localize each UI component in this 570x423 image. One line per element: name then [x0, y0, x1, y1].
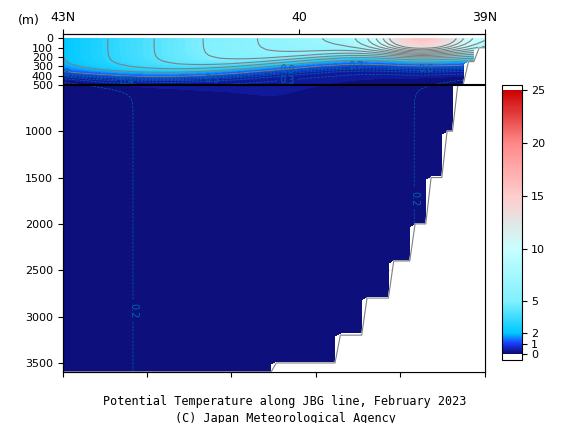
Text: 0.2: 0.2	[128, 303, 138, 318]
Text: Potential Temperature along JBG line, February 2023: Potential Temperature along JBG line, Fe…	[103, 396, 467, 408]
Y-axis label: (m): (m)	[18, 14, 40, 27]
Text: 0.5: 0.5	[204, 74, 220, 85]
Text: 0.2: 0.2	[409, 191, 419, 206]
Text: 0.3: 0.3	[279, 74, 295, 85]
Text: 0.6: 0.6	[418, 64, 433, 74]
Text: 0.4: 0.4	[119, 76, 135, 87]
Text: 0.9: 0.9	[279, 64, 295, 75]
Text: 0.7: 0.7	[348, 61, 364, 71]
Text: 0.8: 0.8	[55, 67, 71, 79]
Polygon shape	[63, 48, 484, 382]
Text: (C) Japan Meteorological Agency: (C) Japan Meteorological Agency	[174, 412, 396, 423]
